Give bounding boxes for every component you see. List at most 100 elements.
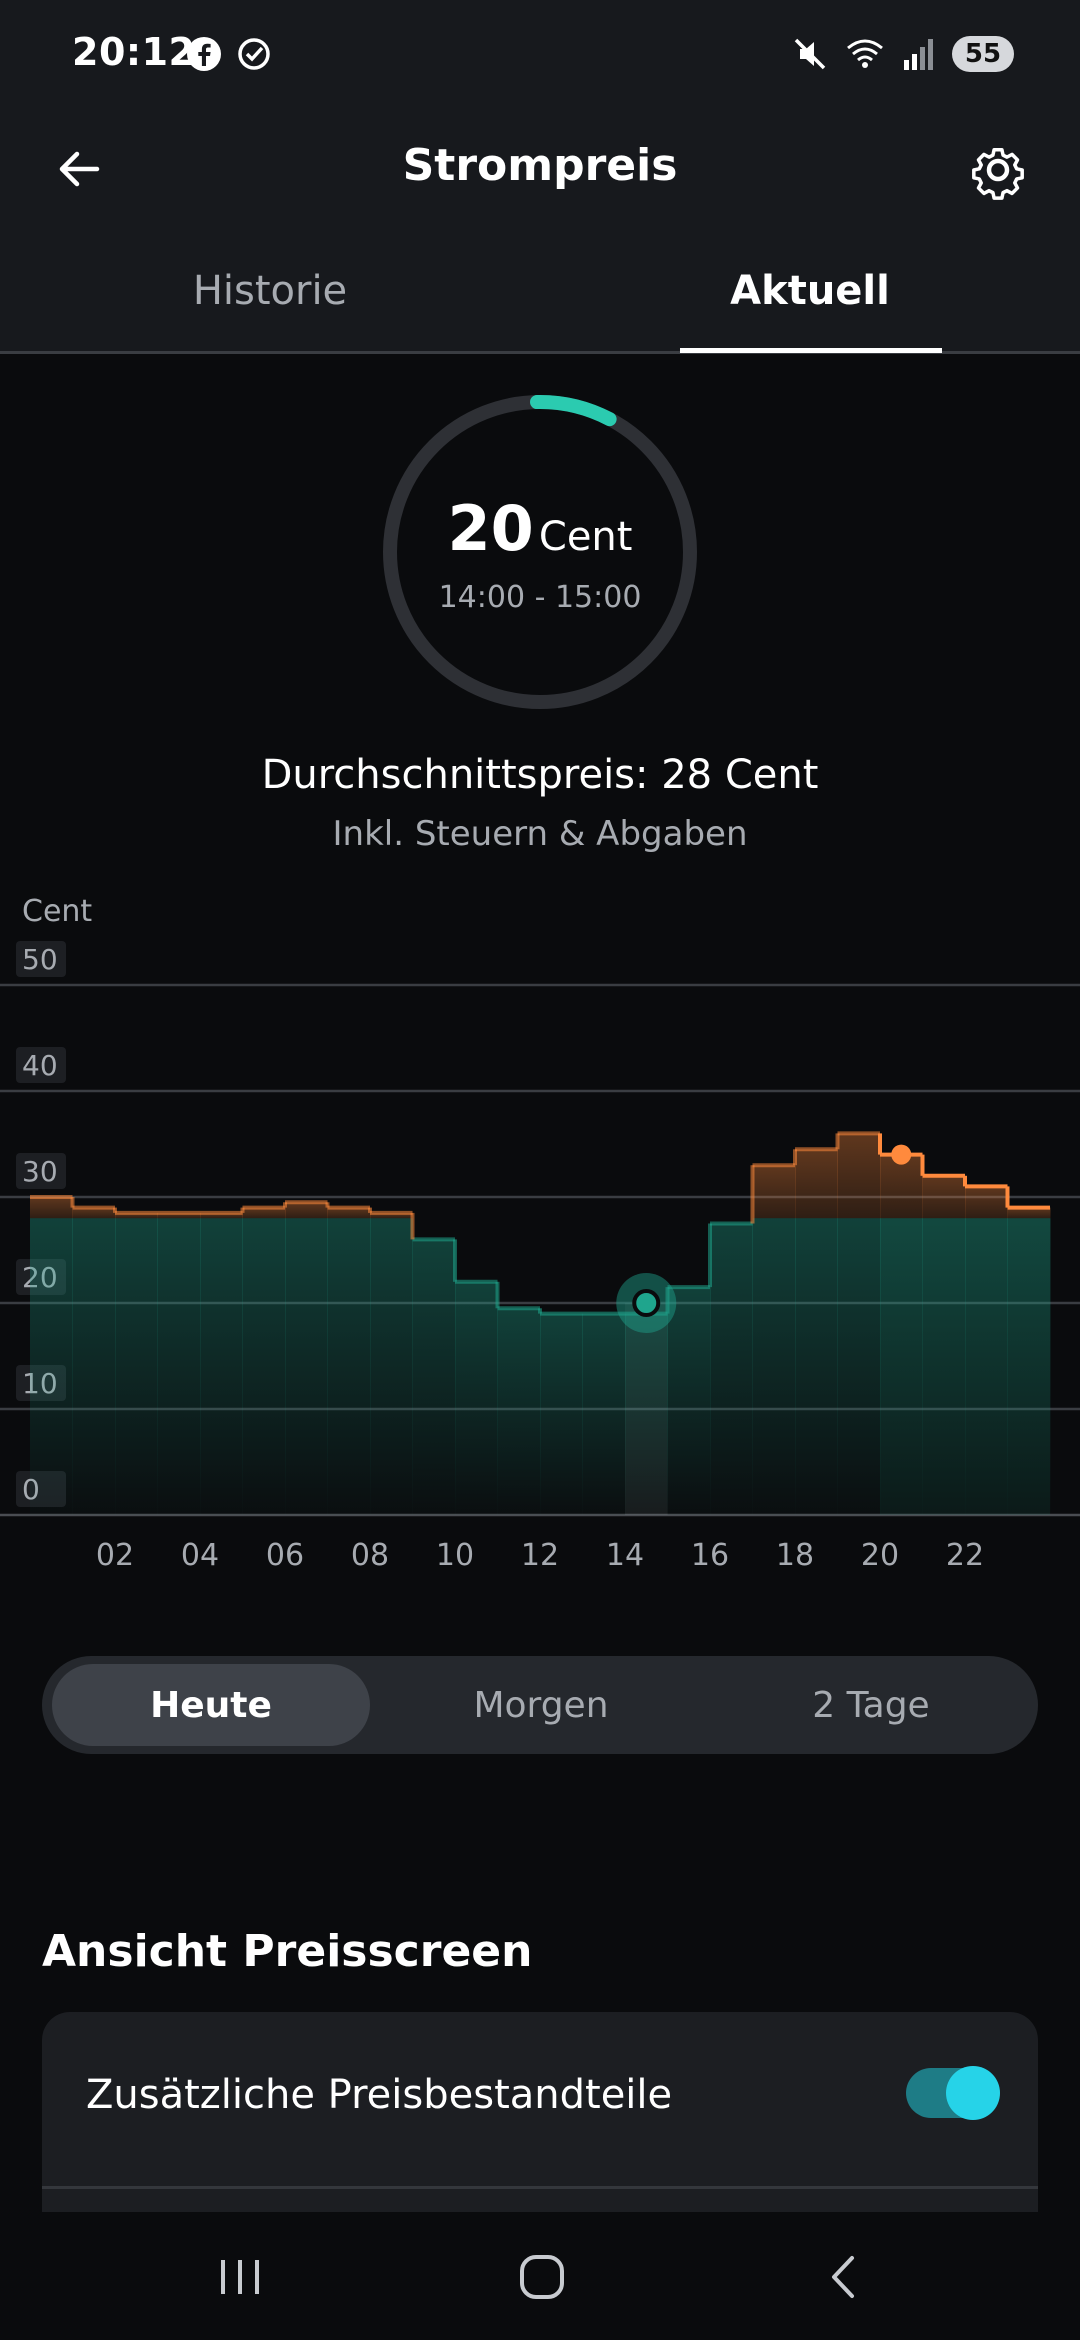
price-bar [795, 1218, 838, 1515]
facebook-icon [187, 37, 221, 71]
y-tick-bg [16, 1153, 66, 1189]
chart-y-label: Cent [22, 894, 93, 929]
price-bar-above-avg [72, 1207, 116, 1219]
toggle-knob [946, 2066, 1000, 2120]
next-price-marker [891, 1144, 912, 1165]
tab-aktuell[interactable]: Aktuell [730, 267, 890, 314]
price-bar [242, 1218, 286, 1515]
x-tick-label: 22 [946, 1538, 984, 1573]
price-bar [497, 1308, 541, 1515]
x-tick-label: 08 [351, 1538, 389, 1573]
back-button[interactable] [44, 134, 114, 204]
current-price: 20 Cent [380, 492, 700, 565]
price-bar [922, 1218, 966, 1515]
price-bar-above-avg [965, 1186, 1008, 1219]
price-bar [72, 1218, 116, 1515]
price-bar-above-avg [30, 1197, 73, 1219]
extra-components-label: Zusätzliche Preisbestandteile [86, 2072, 673, 2118]
range-morgen[interactable]: Morgen [473, 1684, 609, 1726]
price-bar [30, 1218, 73, 1515]
price-bar [327, 1218, 371, 1515]
price-bar [540, 1313, 583, 1515]
price-bar-above-avg [285, 1202, 328, 1219]
settings-button[interactable] [960, 132, 1036, 208]
extra-components-toggle[interactable] [906, 2066, 1000, 2120]
price-bar-above-avg [200, 1212, 243, 1219]
x-tick-label: 12 [521, 1538, 559, 1573]
price-bar-above-avg [922, 1175, 966, 1219]
system-nav-bar [0, 2214, 1080, 2340]
price-bar-above-avg [1007, 1207, 1051, 1219]
price-bar [582, 1313, 626, 1515]
price-bar [370, 1218, 413, 1515]
price-bar-above-avg [115, 1212, 158, 1219]
current-price-marker [632, 1289, 661, 1317]
wifi-icon [847, 39, 883, 68]
price-bar [710, 1223, 753, 1515]
price-bar-above-avg [880, 1154, 923, 1219]
x-tick-label: 10 [436, 1538, 474, 1573]
price-bar-above-avg [157, 1212, 201, 1219]
price-bar-above-avg [795, 1149, 838, 1219]
x-tick-label: 02 [96, 1538, 134, 1573]
price-bar [1007, 1218, 1051, 1515]
current-time-range: 14:00 - 15:00 [438, 580, 642, 615]
recents-icon [221, 2260, 259, 2294]
price-bar [837, 1218, 881, 1515]
gauge-progress-arc [530, 395, 617, 427]
y-tick-bg [16, 941, 66, 977]
x-tick-label: 16 [691, 1538, 729, 1573]
tab-historie[interactable]: Historie [192, 267, 348, 314]
app-bar: Strompreis [0, 110, 1080, 230]
check-circle-icon [238, 38, 270, 70]
signal-icon [904, 39, 933, 70]
x-tick-label: 18 [776, 1538, 814, 1573]
price-bar-above-avg [752, 1165, 796, 1219]
range-heute[interactable]: Heute [52, 1664, 370, 1746]
y-tick-label: 50 [22, 943, 58, 976]
mute-icon [794, 38, 826, 70]
y-tick-bg [16, 1047, 66, 1083]
x-tick-label: 04 [181, 1538, 219, 1573]
price-bar [200, 1218, 243, 1515]
x-tick-label: 20 [861, 1538, 899, 1573]
tab-indicator [680, 348, 942, 353]
home-button[interactable] [482, 2234, 602, 2320]
chevron-left-icon [832, 2256, 854, 2298]
x-tick-label: 14 [606, 1538, 644, 1573]
range-2-tage[interactable]: 2 Tage [812, 1684, 930, 1726]
page-title: Strompreis [402, 140, 678, 191]
y-tick-label: 40 [22, 1049, 58, 1082]
battery-indicator: 55 [952, 36, 1014, 72]
current-price-value: 20 [447, 492, 534, 565]
home-icon [520, 2255, 564, 2299]
price-bar [455, 1281, 498, 1515]
price-bar-above-avg [327, 1207, 371, 1219]
price-bar-above-avg [370, 1212, 413, 1219]
range-selector: Heute Morgen 2 Tage [42, 1656, 1038, 1754]
price-bar [115, 1218, 158, 1515]
status-bar: 20:12 55 [0, 0, 1080, 110]
section-title: Ansicht Preisscreen [42, 1926, 533, 1977]
price-bar [285, 1218, 328, 1515]
nav-back-button[interactable] [784, 2234, 904, 2320]
price-bar [157, 1218, 201, 1515]
price-bar [625, 1313, 668, 1515]
price-bar [667, 1287, 711, 1515]
price-bar-above-avg [837, 1133, 881, 1219]
status-time: 20:12 [72, 30, 196, 74]
gear-icon [972, 147, 1024, 200]
settings-card: Zusätzliche Preisbestandteile [42, 2012, 1038, 2212]
price-bar [965, 1218, 1008, 1515]
recents-button[interactable] [180, 2234, 300, 2320]
price-bar [880, 1218, 923, 1515]
status-system-icons: 55 [792, 36, 1014, 72]
arrow-left-icon [59, 151, 100, 187]
x-tick-label: 06 [266, 1538, 304, 1573]
price-bar-above-avg [242, 1207, 286, 1219]
current-price-unit: Cent [538, 514, 633, 560]
price-gauge [383, 395, 697, 709]
y-tick-label: 30 [22, 1155, 58, 1188]
status-notifications [186, 36, 272, 72]
